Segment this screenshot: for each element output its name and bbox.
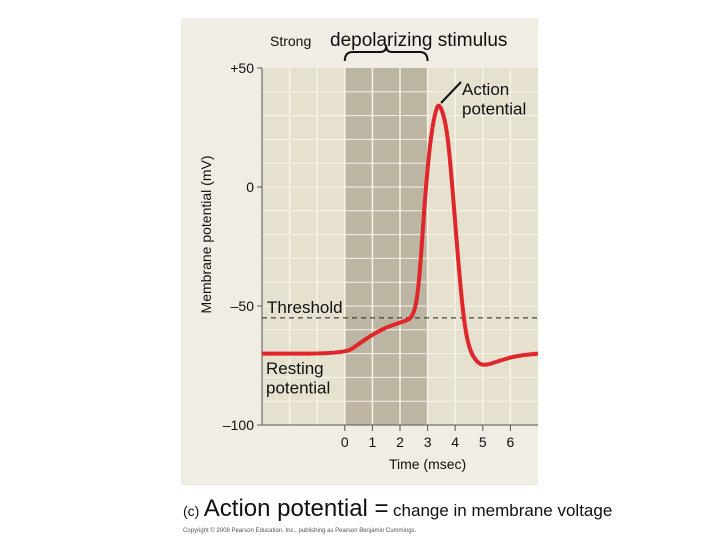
y-tick-label: +50 — [230, 60, 254, 76]
x-tick-label: 6 — [507, 434, 515, 450]
caption-title: Action potential = — [203, 495, 389, 522]
figure-caption: (c) Action potential = change in membran… — [183, 496, 612, 522]
x-tick-label: 5 — [479, 434, 487, 450]
action-potential-label: Action potential — [462, 80, 526, 119]
x-tick-label: 0 — [341, 434, 349, 450]
peak-pointer — [440, 81, 462, 104]
stimulus-label-small: Strong — [270, 33, 311, 49]
x-tick-label: 4 — [451, 434, 459, 450]
stimulus-label-large: depolarizing stimulus — [330, 30, 507, 51]
membrane-potential-line — [262, 103, 539, 367]
copyright-text: Copyright © 2008 Pearson Education, Inc.… — [183, 528, 417, 534]
caption-label: (c) — [183, 503, 200, 519]
caption-rest: change in membrane voltage — [393, 501, 613, 520]
stimulus-brace — [343, 45, 429, 62]
x-tick-label: 2 — [396, 434, 404, 450]
y-tick-label: –100 — [223, 417, 254, 433]
y-tick-label: –50 — [231, 298, 255, 314]
x-tick-label: 1 — [369, 434, 377, 450]
x-tick-label: 3 — [424, 434, 432, 450]
y-axis-label: Membrane potential (mV) — [198, 156, 214, 314]
stimulus-region — [344, 68, 428, 425]
threshold-label: Threshold — [267, 298, 343, 317]
resting-potential-label: Resting potential — [266, 359, 330, 398]
x-axis-label: Time (msec) — [389, 456, 466, 472]
y-tick-label: 0 — [246, 179, 254, 195]
